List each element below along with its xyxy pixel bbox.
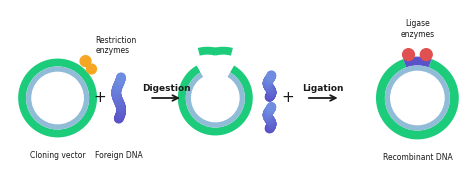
Text: Recombinant DNA: Recombinant DNA	[383, 153, 452, 162]
Polygon shape	[26, 66, 89, 129]
Text: +: +	[93, 90, 106, 105]
Circle shape	[391, 71, 444, 125]
Polygon shape	[186, 72, 245, 128]
Polygon shape	[403, 57, 431, 67]
Circle shape	[191, 74, 239, 122]
Polygon shape	[385, 66, 450, 130]
Text: Restriction
enzymes: Restriction enzymes	[95, 36, 137, 55]
Polygon shape	[178, 66, 253, 136]
Text: Foreign DNA: Foreign DNA	[95, 151, 143, 160]
Text: Cloning vector: Cloning vector	[30, 151, 85, 160]
Polygon shape	[198, 47, 217, 56]
Text: +: +	[281, 90, 294, 105]
Circle shape	[80, 56, 91, 66]
Polygon shape	[213, 47, 233, 56]
Circle shape	[420, 49, 432, 60]
Circle shape	[32, 72, 83, 124]
Circle shape	[402, 49, 414, 60]
Circle shape	[87, 64, 96, 74]
Polygon shape	[18, 58, 97, 137]
Text: Ligase
enzymes: Ligase enzymes	[401, 20, 435, 39]
Text: Ligation: Ligation	[302, 84, 344, 93]
Polygon shape	[376, 59, 459, 139]
Text: Digestion: Digestion	[142, 84, 191, 93]
